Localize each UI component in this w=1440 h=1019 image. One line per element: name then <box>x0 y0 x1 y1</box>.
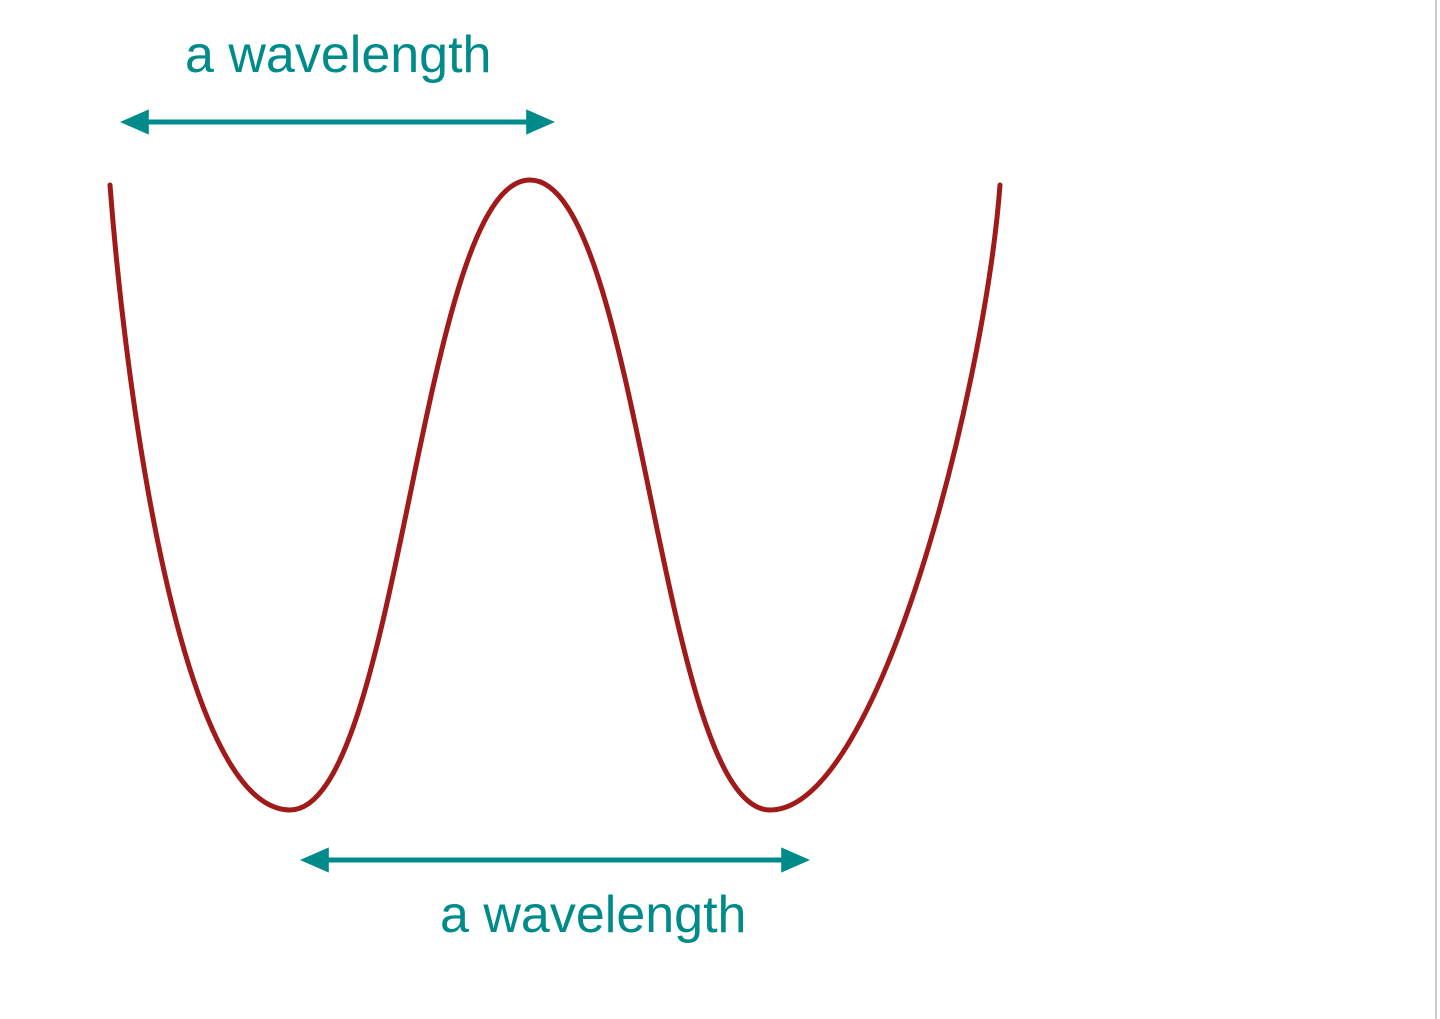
top-wavelength-arrow <box>120 109 555 134</box>
top-wavelength-label: a wavelength <box>185 25 491 85</box>
sine-wave <box>110 180 1000 810</box>
bottom-wavelength-arrow <box>300 847 810 872</box>
wavelength-diagram: a wavelength a wavelength <box>0 0 1440 1019</box>
bottom-wavelength-label: a wavelength <box>440 885 746 945</box>
diagram-svg <box>0 0 1440 1019</box>
